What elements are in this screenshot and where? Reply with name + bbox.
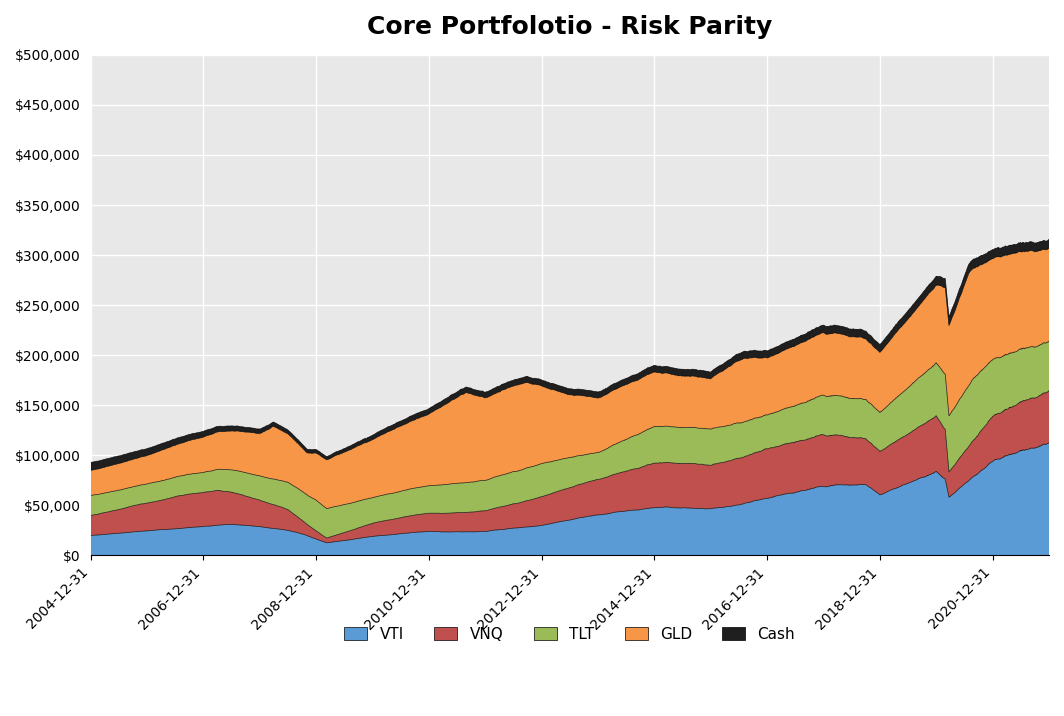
Legend: VTI, VNQ, TLT, GLD, Cash: VTI, VNQ, TLT, GLD, Cash <box>338 621 801 648</box>
Title: Core Portfolotio - Risk Parity: Core Portfolotio - Risk Parity <box>367 15 772 39</box>
